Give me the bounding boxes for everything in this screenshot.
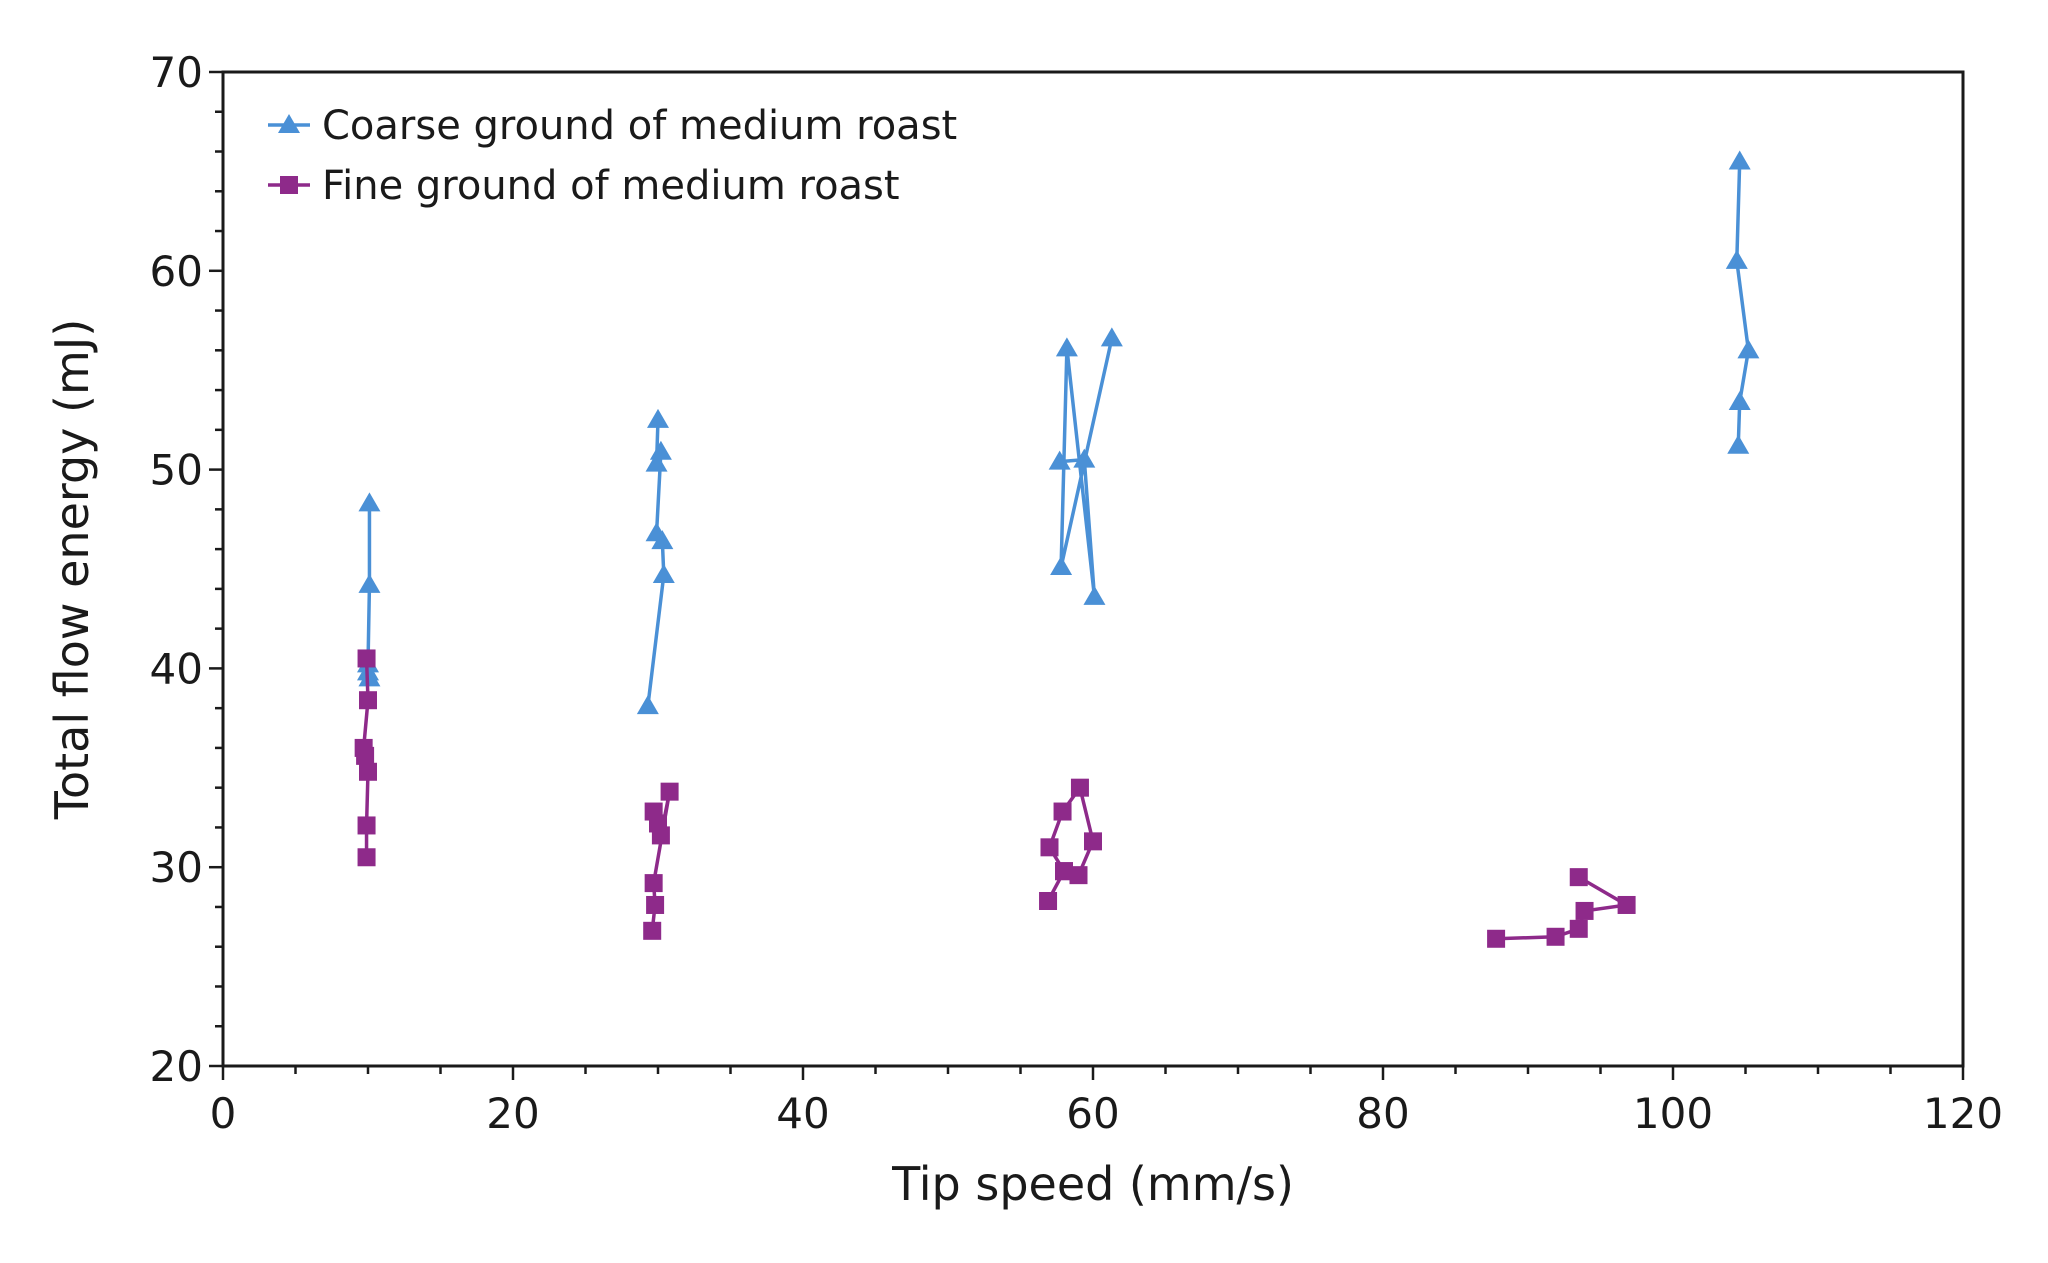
legend-label: Coarse ground of medium roast [322,103,957,149]
triangle-marker [645,522,668,542]
triangle-marker [358,667,381,687]
legend: Coarse ground of medium roast Fine ground… [268,103,957,209]
square-marker [356,746,375,765]
square-marker [644,802,663,821]
square-marker [357,649,376,668]
square-marker [660,782,679,801]
triangle-marker [358,492,381,512]
triangle-marker [1737,339,1760,359]
x-tick-label: 0 [210,1089,237,1138]
legend-label: Fine ground of medium roast [322,163,900,209]
square-marker [1039,891,1058,910]
triangle-marker [1083,585,1106,605]
square-marker [1040,838,1059,857]
square-marker [644,874,663,893]
triangle-marker [1055,337,1078,357]
x-tick-label: 100 [1633,1089,1713,1138]
square-marker [1546,927,1565,946]
triangle-marker [647,408,669,428]
square-marker [359,762,377,781]
square-marker [643,921,662,940]
triangle-marker [645,452,668,472]
x-tick-label: 60 [1066,1089,1119,1138]
x-tick-label: 120 [1923,1089,2003,1138]
square-marker [357,848,376,867]
y-axis-label: Total flow energy (mJ) [45,319,99,821]
square-marker [1617,895,1636,914]
series-fine [354,649,1636,948]
y-tick-label: 40 [150,644,203,693]
square-marker [1487,929,1506,948]
square-marker [1575,901,1594,920]
triangle-marker [1728,150,1751,170]
triangle-marker [636,695,659,715]
square-marker [359,691,377,710]
square-marker [1069,866,1088,885]
y-tick-label: 70 [150,48,203,97]
y-tick-label: 20 [150,1042,203,1091]
x-tick-label: 80 [1356,1089,1409,1138]
square-marker [280,176,298,194]
square-marker [1569,868,1588,887]
x-axis-label: Tip speed (mm/s) [891,1157,1294,1211]
square-marker [1055,862,1073,881]
legend-item: Fine ground of medium roast [268,163,900,209]
square-marker [646,895,665,914]
y-tick-label: 60 [150,247,203,296]
triangle-marker [1728,391,1751,411]
y-tick-label: 50 [150,446,203,495]
x-tick-label: 20 [486,1089,539,1138]
square-marker [1084,832,1102,851]
square-marker [1053,802,1072,821]
triangle-marker [649,440,672,460]
triangle-marker [1048,450,1071,470]
square-marker [1569,919,1588,938]
square-marker [1070,778,1089,797]
triangle-marker [1073,448,1096,468]
triangle-marker [1100,327,1123,347]
x-tick-label: 40 [776,1089,829,1138]
y-tick-label: 30 [150,843,203,892]
legend-item: Coarse ground of medium roast [268,103,957,149]
square-marker [357,816,376,835]
triangle-marker [1050,556,1073,576]
triangle-marker [1725,249,1748,269]
triangle-marker [278,114,300,133]
triangle-marker [1727,434,1750,454]
series-coarse [357,150,1760,715]
triangle-marker [358,573,381,593]
plot-series [354,150,1760,948]
triangle-marker [652,563,675,583]
